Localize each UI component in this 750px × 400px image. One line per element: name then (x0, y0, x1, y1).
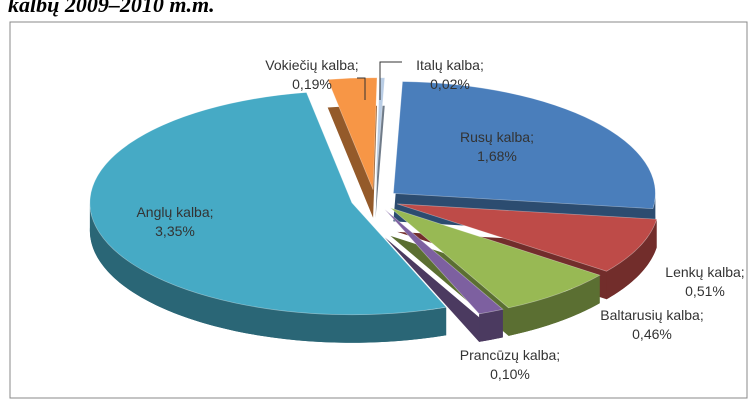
slice-side (508, 275, 600, 336)
data-label: Prancūzų kalba; 0,10% (460, 347, 560, 382)
heading: kalbų 2009–2010 m.m. (8, 0, 215, 17)
slice-side (479, 309, 503, 342)
data-label-value: 0,10% (490, 366, 530, 382)
data-label: Vokiečių kalba; 0,19% (265, 57, 358, 92)
data-label-value: 3,35% (155, 223, 195, 239)
data-label: Anglų kalba; 3,35% (136, 204, 213, 239)
leader-line (357, 77, 366, 100)
slice-bottom (375, 105, 385, 218)
slice (392, 81, 656, 210)
slice (397, 203, 658, 272)
data-label: Lenkų kalba; 0,51% (665, 264, 744, 299)
data-label-value: 0,02% (430, 76, 470, 92)
data-label-category: Baltarusių kalba; (600, 307, 704, 323)
data-label-category: Vokiečių kalba; (265, 57, 358, 73)
slice-side (606, 219, 657, 300)
data-label-value: 0,19% (292, 76, 332, 92)
slice-side (89, 202, 447, 343)
slice-group (89, 77, 658, 316)
slice (327, 77, 378, 190)
slice (89, 92, 447, 316)
data-label-category: Prancūzų kalba; (460, 347, 560, 363)
data-label-category: Rusų kalba; (460, 129, 534, 145)
data-label: Baltarusių kalba; 0,46% (600, 307, 704, 342)
data-label: Rusų kalba; 1,68% (460, 129, 534, 164)
data-label-category: Italų kalba; (416, 57, 484, 73)
leader-line (379, 61, 402, 100)
chart-frame (9, 21, 748, 399)
data-label-category: Lenkų kalba; (665, 264, 744, 280)
slice (390, 207, 601, 309)
data-label-value: 1,68% (477, 148, 517, 164)
data-label: Italų kalba; 0,02% (416, 57, 484, 92)
data-label-value: 0,51% (685, 283, 725, 299)
data-label-value: 0,46% (632, 326, 672, 342)
slice (384, 209, 504, 315)
slice-bottom (384, 237, 503, 342)
data-label-category: Anglų kalba; (136, 204, 213, 220)
